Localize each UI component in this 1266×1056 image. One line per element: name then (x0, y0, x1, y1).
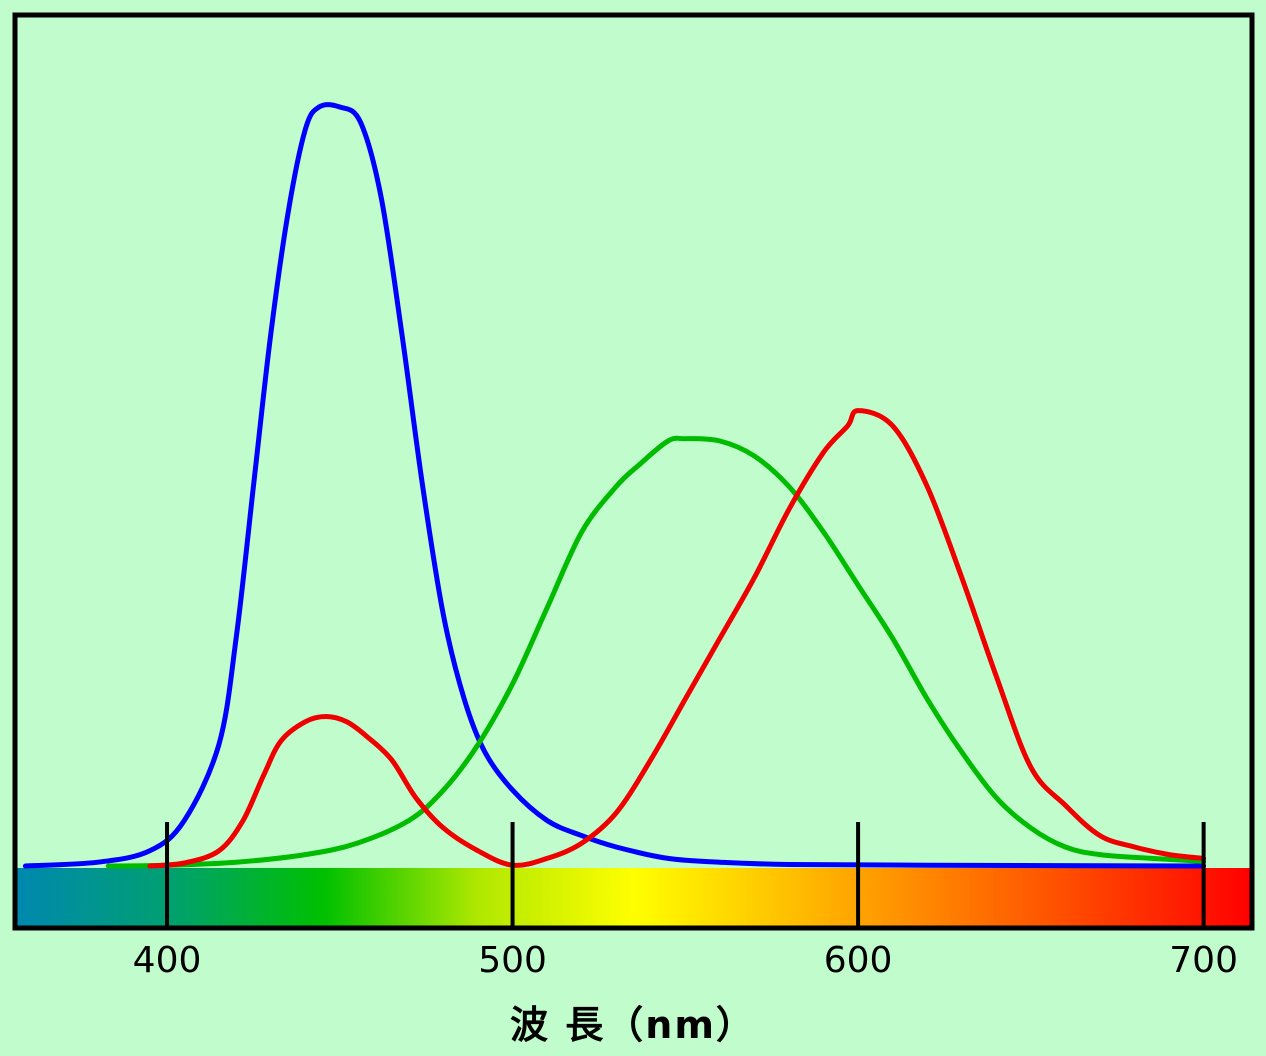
x-tick-label-600: 600 (823, 940, 893, 981)
series-line-2 (105, 435, 1207, 869)
series-lines (22, 102, 1207, 869)
series-line-1 (22, 102, 1207, 869)
x-tick-label-700: 700 (1169, 940, 1238, 981)
x-tick-label-500: 500 (478, 940, 547, 981)
series-line-3 (147, 408, 1207, 869)
x-tick-label-400: 400 (132, 940, 202, 981)
plot-frame (12, 12, 1255, 931)
x-axis-label: 波 長（nm） (510, 1003, 756, 1047)
spectrum-bar (15, 868, 1252, 928)
x-ticks (165, 822, 1206, 928)
